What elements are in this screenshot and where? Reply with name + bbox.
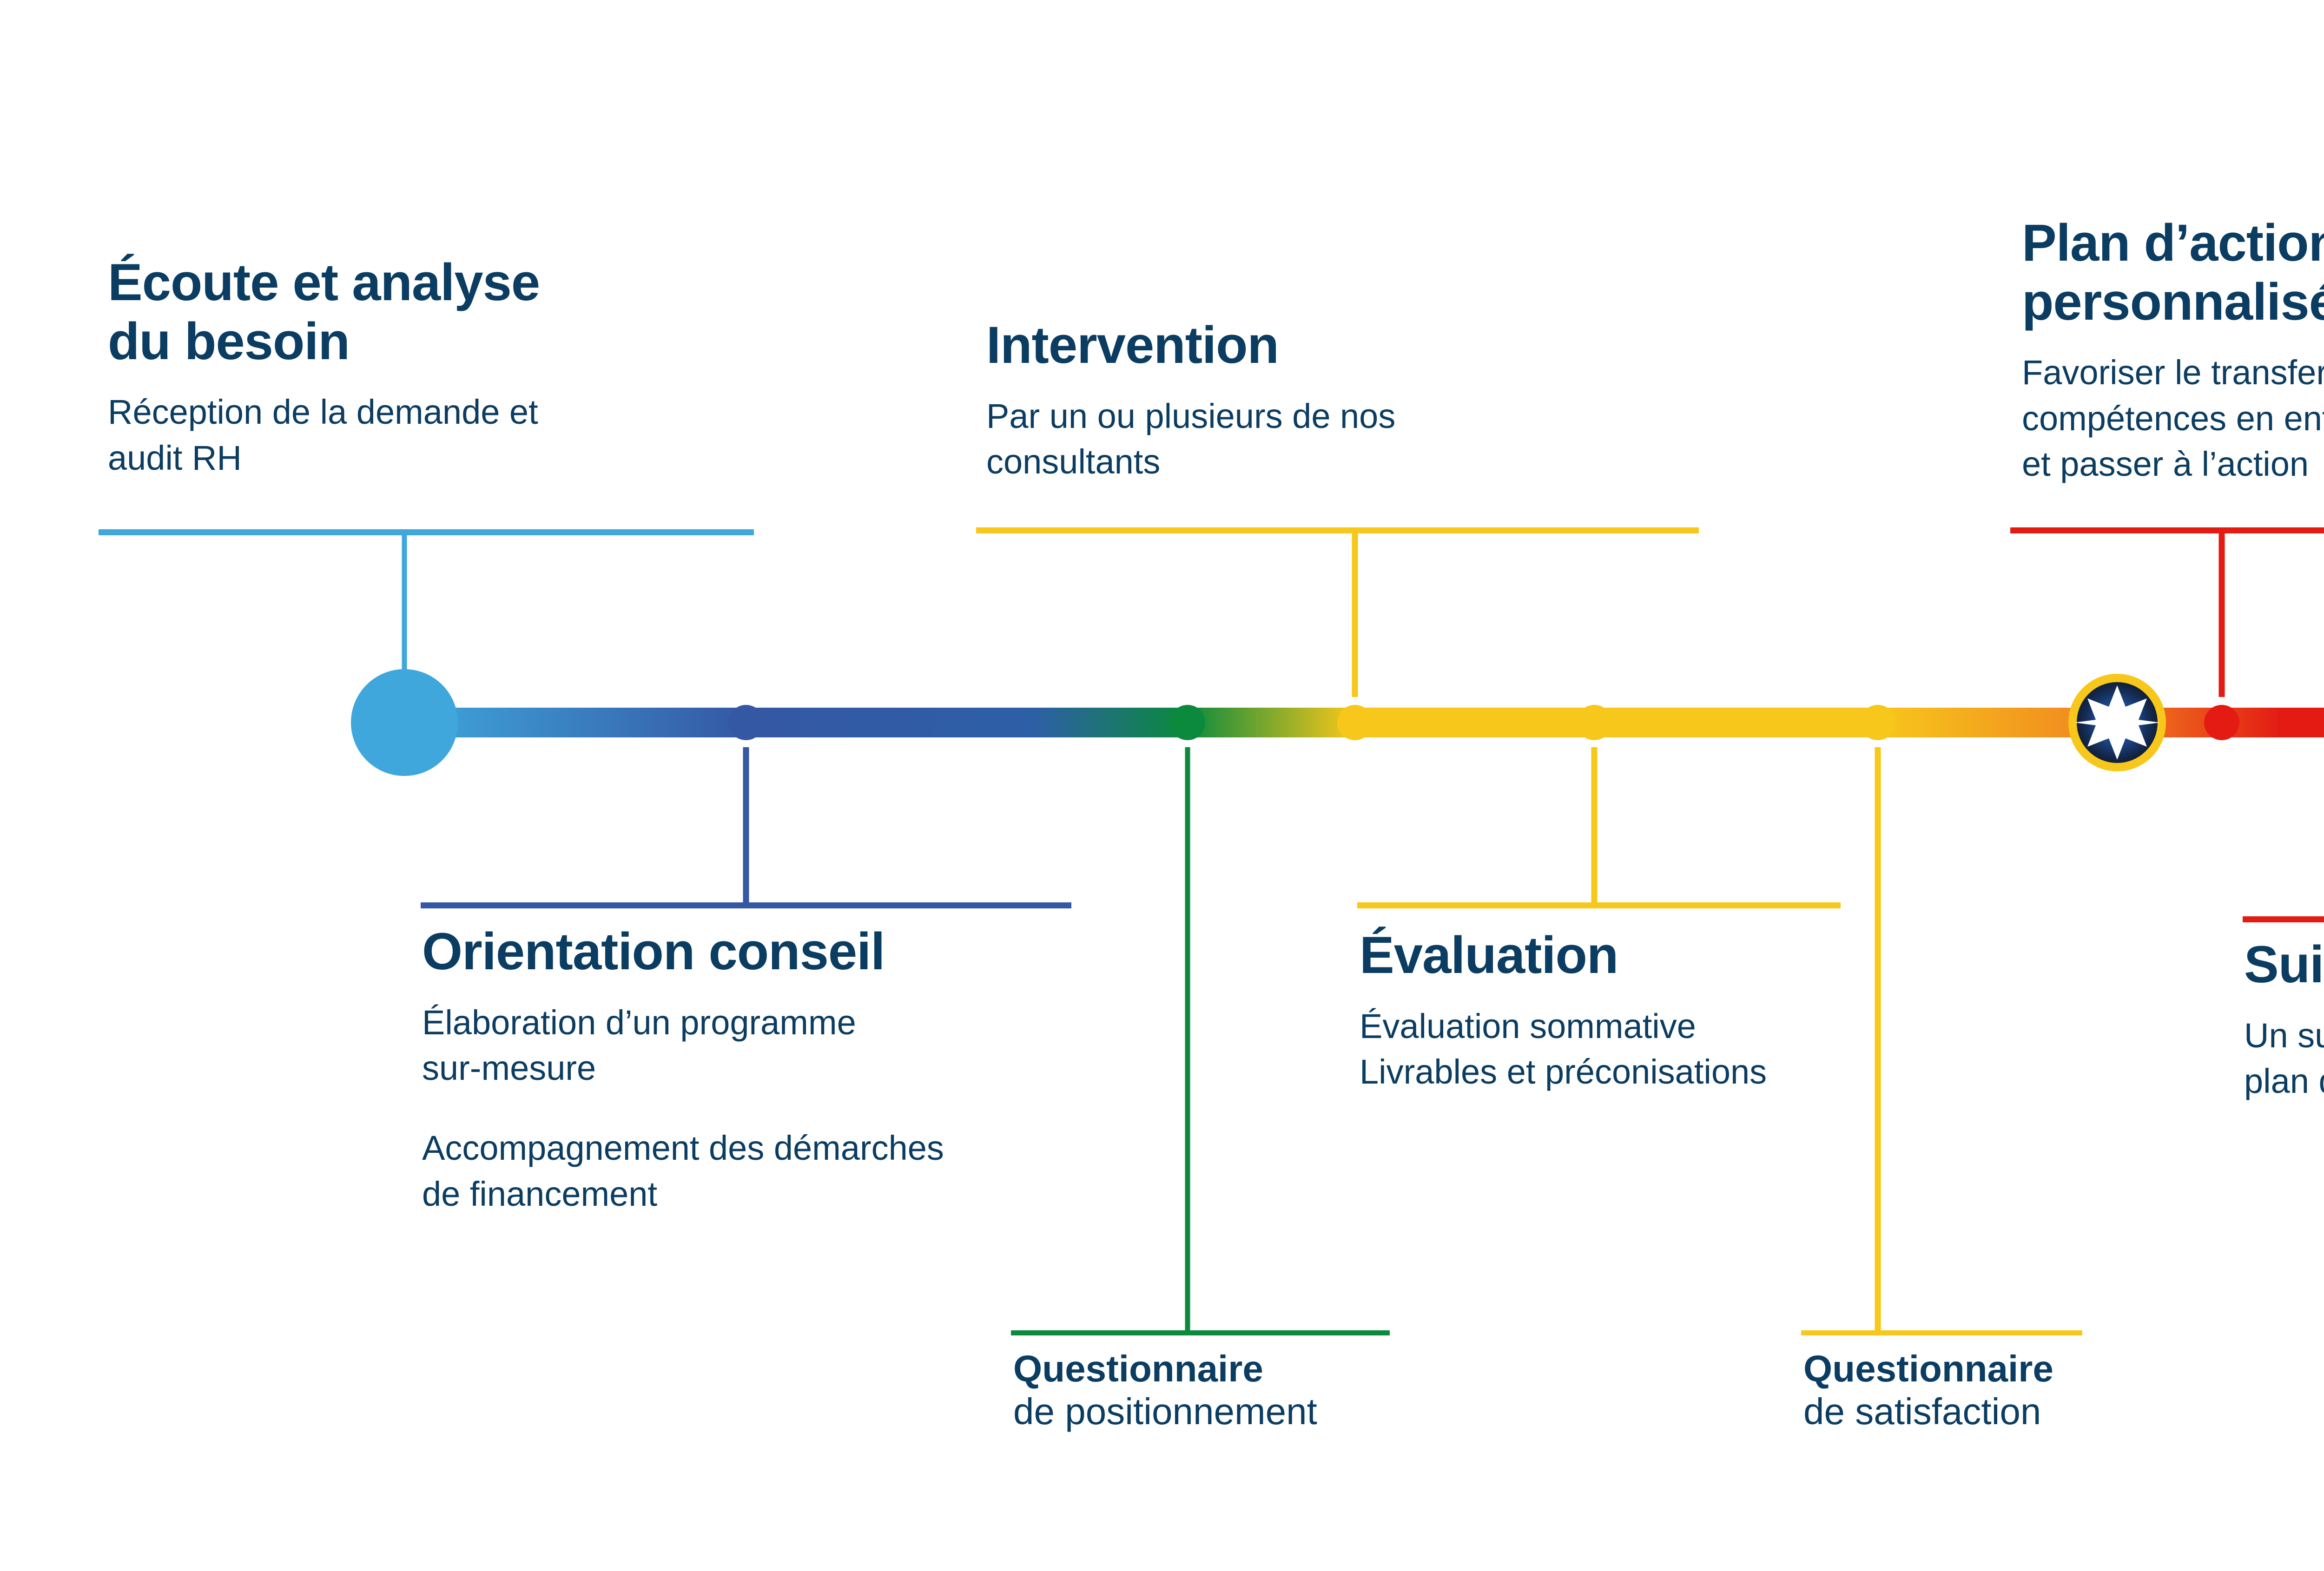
- step-orientation-body-1: Élaboration d’un programme sur-mesure: [422, 1003, 856, 1087]
- questionnaire-satisfaction-subtitle: de satisfaction: [1803, 1391, 2041, 1432]
- step-suivi-title: Suivi e-coaching: [2244, 935, 2324, 993]
- step-plan-action-block: Plan d’action personnalisé Favoriser le …: [2022, 214, 2324, 487]
- questionnaire-satisfaction-rule: [1801, 1330, 2082, 1335]
- step-plan-action-body: Favoriser le transfert de compétences en…: [2022, 353, 2324, 483]
- step-intervention-rule: [976, 527, 1699, 533]
- marker-dot-intervention: [1337, 705, 1373, 740]
- questionnaire-positionnement-rule: [1011, 1330, 1390, 1335]
- step-ecoute-rule: [99, 529, 754, 535]
- step-suivi-rule: [2243, 916, 2324, 922]
- step-plan-action-rule: [2010, 527, 2324, 533]
- step-intervention-title: Intervention: [986, 316, 1279, 374]
- step-ecoute-body: Réception de la demande et audit RH: [108, 393, 538, 477]
- questionnaire-satisfaction-title: Questionnaire: [1803, 1348, 2053, 1389]
- step-plan-action-title: Plan d’action personnalisé: [2022, 214, 2324, 331]
- marker-dot-evaluation: [1577, 705, 1612, 740]
- step-intervention-body: Par un ou plusieurs de nos consultants: [986, 396, 1396, 481]
- marker-start-circle: [351, 669, 458, 776]
- questionnaire-positionnement-title: Questionnaire: [1013, 1348, 1263, 1389]
- marker-dot-questionnaire-positionnement: [1170, 705, 1205, 740]
- step-suivi-body: Un suivi à la carte de votre plan d’acti…: [2244, 1016, 2324, 1100]
- step-evaluation-body: Évaluation sommative Livrables et précon…: [1360, 1006, 1767, 1091]
- questionnaire-positionnement-subtitle: de positionnement: [1013, 1391, 1317, 1432]
- marker-dot-plan-action: [2204, 705, 2239, 740]
- star-milestone-badge: [2068, 674, 2166, 771]
- step-intervention-block: Intervention Par un ou plusieurs de nos …: [986, 316, 1637, 485]
- step-ecoute-block: Écoute et analyse du besoin Réception de…: [108, 253, 759, 481]
- step-orientation-title: Orientation conseil: [422, 922, 885, 980]
- marker-dot-questionnaire-satisfaction: [1860, 705, 1895, 740]
- step-evaluation-block: Évaluation Évaluation sommative Livrable…: [1360, 926, 1964, 1095]
- questionnaire-satisfaction-block: Questionnaire de satisfaction: [1803, 1348, 2268, 1433]
- step-ecoute-title: Écoute et analyse du besoin: [108, 253, 540, 370]
- star-icon: [2074, 685, 2160, 760]
- step-orientation-rule: [421, 902, 1071, 908]
- marker-dot-orientation: [728, 705, 764, 740]
- step-evaluation-rule: [1357, 902, 1841, 908]
- step-suivi-block: Suivi e-coaching Un suivi à la carte de …: [2244, 935, 2324, 1104]
- step-orientation-block: Orientation conseil Élaboration d’un pro…: [422, 922, 1119, 1217]
- step-orientation-body-2: Accompagnement des démarches de financem…: [422, 1129, 944, 1213]
- step-evaluation-title: Évaluation: [1360, 926, 1618, 984]
- questionnaire-positionnement-block: Questionnaire de positionnement: [1013, 1348, 1478, 1433]
